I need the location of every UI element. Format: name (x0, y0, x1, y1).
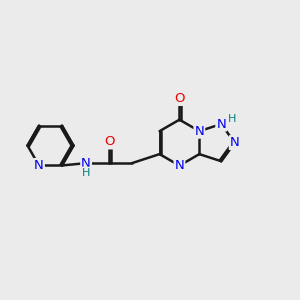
Text: O: O (104, 135, 114, 148)
Text: H: H (82, 167, 90, 178)
Text: O: O (174, 92, 185, 105)
Text: N: N (81, 157, 91, 169)
Text: N: N (34, 159, 44, 172)
Text: N: N (194, 125, 204, 138)
Text: N: N (216, 118, 226, 130)
Text: H: H (228, 114, 236, 124)
Text: N: N (230, 136, 240, 149)
Text: N: N (175, 159, 184, 172)
